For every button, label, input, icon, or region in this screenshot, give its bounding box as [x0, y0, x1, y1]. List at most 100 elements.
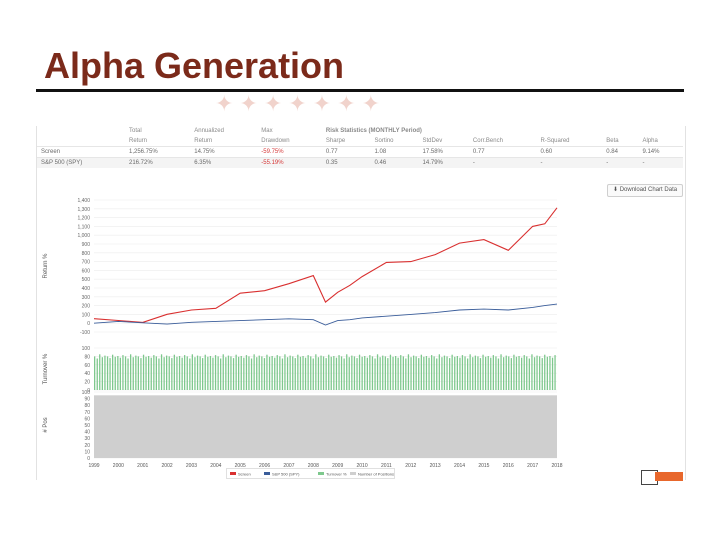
turnover-bar: [140, 358, 142, 390]
turnover-bar: [508, 356, 510, 390]
turnover-bar: [546, 356, 548, 390]
legend-frame: [226, 468, 395, 479]
turnover-bar: [500, 354, 502, 390]
turnover-bar: [160, 354, 163, 390]
slide-tab: [655, 472, 683, 481]
y-axis-label: Return %: [43, 253, 49, 279]
turnover-bar: [505, 355, 507, 390]
turnover-bar: [227, 355, 230, 390]
slide-title: Alpha Generation: [44, 45, 345, 86]
turnover-bar: [322, 356, 325, 390]
turnover-bar: [379, 357, 381, 390]
turnover-bar: [155, 356, 157, 390]
turnover-bar: [443, 355, 446, 390]
turnover-bar: [461, 355, 464, 390]
turnover-bar: [389, 354, 392, 390]
col-sharpe: Sharpe: [325, 138, 346, 144]
x-tick-label: 2010: [356, 463, 367, 469]
decorative-watermark: ✦✦✦✦✦✦✦: [215, 92, 387, 117]
y-tick-label: 900: [82, 242, 91, 248]
turnover-bar: [186, 356, 188, 390]
turnover-bar: [554, 355, 556, 390]
download-chart-data-button[interactable]: ⬇ Download Chart Data: [607, 184, 684, 197]
turnover-bar: [196, 355, 199, 390]
download-icon: ⬇: [613, 187, 619, 193]
turnover-bar: [166, 355, 168, 390]
y-axis-label: Turnover %: [43, 353, 49, 384]
y-tick-label: 700: [82, 260, 91, 266]
y-tick-label: 0: [87, 456, 90, 462]
turnover-bar: [544, 354, 546, 390]
turnover-bar: [433, 356, 435, 390]
turnover-bar: [299, 356, 302, 390]
y-tick-label: 200: [82, 304, 91, 310]
col-corrbench: Corr.Bench: [472, 138, 503, 144]
header-risk: Risk Statistics (MONTHLY Period): [325, 128, 422, 134]
turnover-bar: [279, 356, 281, 390]
y-tick-label: -100: [80, 330, 90, 336]
turnover-bar: [407, 354, 410, 390]
return-chart: 1,400 1,300 1,200 1,100 1,000 900 800 700 600 500…: [43, 198, 558, 336]
header-max: Max: [261, 128, 273, 134]
y-tick-label: 400: [82, 286, 91, 292]
y-tick-label: 100: [82, 312, 91, 318]
x-tick-label: 2012: [405, 463, 416, 469]
turnover-bar: [137, 356, 139, 390]
turnover-bar: [531, 354, 533, 390]
turnover-bar: [415, 356, 417, 390]
y-tick-label: 60: [84, 363, 90, 369]
turnover-bar: [431, 355, 433, 390]
x-tick-label: 2004: [210, 463, 221, 469]
turnover-bar: [204, 354, 206, 390]
turnover-bar: [310, 356, 312, 390]
y-tick-label: 1,100: [77, 224, 90, 230]
y-axis-label: # Pos: [43, 417, 49, 432]
turnover-bar: [181, 357, 183, 390]
legend-item[interactable]: Screen: [238, 472, 251, 477]
y-tick-label: 500: [82, 277, 91, 283]
y-tick-label: 0: [87, 388, 90, 394]
y-tick-label: 40: [84, 430, 90, 436]
legend-swatch: [318, 472, 324, 475]
legend-item[interactable]: Number of Positions: [358, 472, 394, 477]
turnover-bar: [410, 357, 412, 390]
y-tick-label: 800: [82, 251, 91, 257]
y-tick-label: 1,300: [77, 207, 90, 213]
x-tick-label: 2001: [137, 463, 148, 469]
legend-item[interactable]: Turnover %: [326, 472, 347, 477]
turnover-bar: [135, 355, 137, 390]
turnover-bar: [467, 358, 469, 390]
turnover-bar: [176, 356, 178, 390]
turnover-bar: [312, 358, 314, 390]
turnover-bar: [474, 355, 476, 390]
turnover-bar: [222, 354, 224, 390]
turnover-bar: [495, 356, 497, 390]
turnover-bar: [523, 355, 525, 390]
turnover-bar: [361, 356, 363, 390]
y-tick-label: 0: [87, 321, 90, 327]
turnover-bar: [423, 356, 425, 390]
turnover-bar: [387, 358, 389, 390]
turnover-bar: [340, 356, 343, 390]
turnover-bar: [485, 356, 487, 390]
turnover-bar: [402, 356, 404, 390]
turnover-bar: [171, 358, 173, 390]
y-tick-label: 20: [84, 380, 90, 386]
turnover-bar: [178, 356, 181, 390]
legend-swatch: [350, 472, 356, 475]
x-tick-label: 2007: [283, 463, 294, 469]
turnover-bar: [459, 357, 461, 390]
turnover-bar: [325, 358, 327, 390]
turnover-bar: [145, 356, 147, 390]
legend-item[interactable]: S&P 500 (SPY): [272, 472, 300, 477]
turnover-bar: [258, 355, 260, 390]
y-tick-label: 100: [82, 346, 91, 352]
turnover-bar: [122, 355, 124, 390]
turnover-bar: [106, 356, 109, 390]
x-tick-label: 2005: [235, 463, 246, 469]
turnover-bar: [328, 354, 330, 390]
chart-panel: Total Annualized Max Risk Statistics (MO…: [36, 126, 686, 480]
turnover-bar: [353, 356, 356, 390]
turnover-bar: [184, 355, 186, 390]
